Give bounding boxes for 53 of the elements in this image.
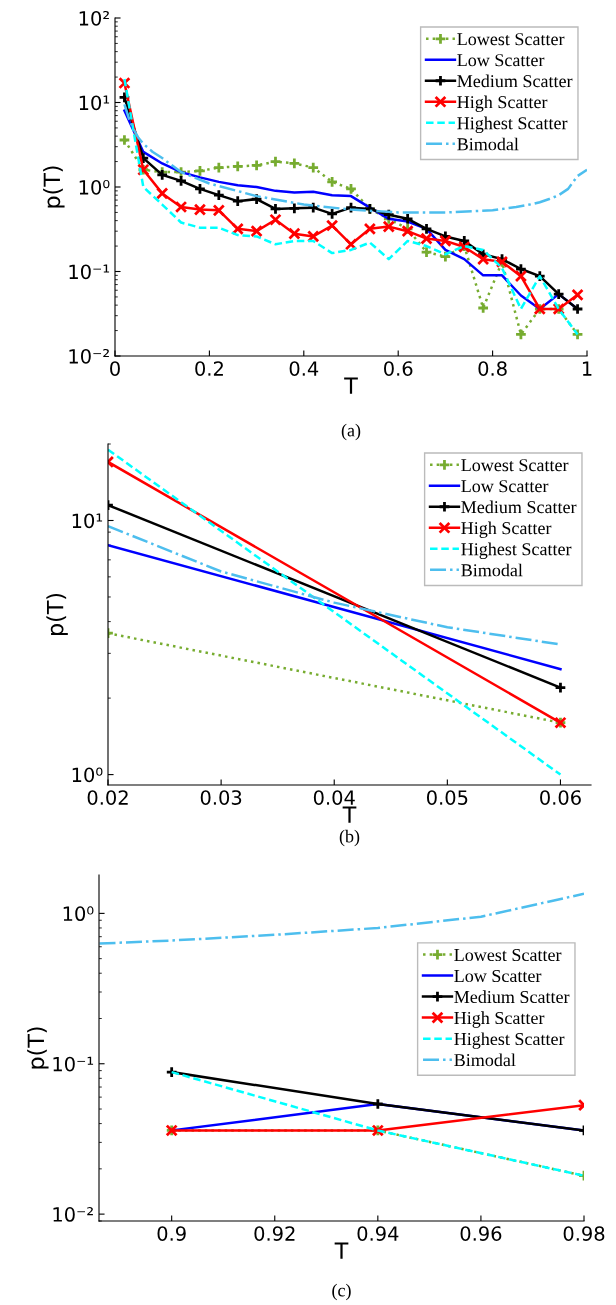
legend-label: Lowest Scatter [461,459,569,472]
x-tick-label: 0.2 [195,361,223,376]
legend-label: Lowest Scatter [454,948,562,962]
y-axis-title: p(T) [27,1027,49,1069]
legend-label: Medium Scatter [454,990,570,1004]
legend-label: Highest Scatter [454,1032,565,1049]
x-tick-label: 0.03 [200,790,242,805]
y-axis-title: p(T) [46,593,68,635]
text: (c) [332,1283,351,1301]
y-tick-label: 10⁰ [72,767,103,783]
y-tick-label: 10⁰ [63,906,94,922]
y-tick-label: 10⁻¹ [69,264,110,280]
legend-label: Bimodal [457,137,519,151]
x-axis-title: T [334,1242,349,1259]
legend-label: High Scatter [461,521,552,538]
x-axis-title: T [344,377,358,394]
x-tick-label: 0.96 [460,1226,502,1241]
legend-label: High Scatter [457,95,548,112]
x-tick-label: 0.05 [426,790,468,805]
x-tick-label: 0.94 [357,1226,399,1241]
legend-label: Low Scatter [461,480,549,493]
legend-label: Medium Scatter [457,74,573,88]
y-tick-label: 10¹ [72,513,103,529]
legend-label: Low Scatter [457,54,545,67]
text: (a) [341,423,361,441]
legend-label: Bimodal [454,1053,516,1067]
x-tick-label: 1 [582,361,592,376]
y-axis-title: p(T) [43,166,65,208]
x-tick-label: 0.6 [384,361,413,376]
y-tick-label: 10⁻² [53,1207,93,1222]
y-tick-label: 10⁻² [69,348,109,364]
x-tick-label: 0.98 [563,1226,605,1241]
legend-label: High Scatter [454,1011,545,1028]
y-tick-label: 10¹ [79,95,110,111]
x-axis-title: T [342,806,357,823]
x-tick-label: 0.4 [289,361,319,376]
x-tick-label: 0.02 [87,790,128,805]
x-tick-label: 0.06 [540,790,581,805]
x-tick-label: 0.8 [478,361,507,376]
legend-label: Low Scatter [454,969,542,983]
x-tick-label: 0.92 [254,1226,295,1241]
legend-label: Highest Scatter [457,116,568,134]
x-tick-label: 0 [110,361,120,376]
y-tick-label: 10⁻¹ [53,1056,94,1072]
legend-label: Lowest Scatter [457,33,565,46]
text: (b) [339,829,360,847]
x-tick-label: 0.04 [313,790,355,805]
legend-label: Bimodal [461,563,523,577]
y-tick-label: 10⁰ [79,179,110,195]
legend-label: Medium Scatter [461,500,577,514]
legend-label: Highest Scatter [461,542,572,560]
y-tick-label: 10² [79,10,109,26]
x-tick-label: 0.9 [157,1226,186,1241]
